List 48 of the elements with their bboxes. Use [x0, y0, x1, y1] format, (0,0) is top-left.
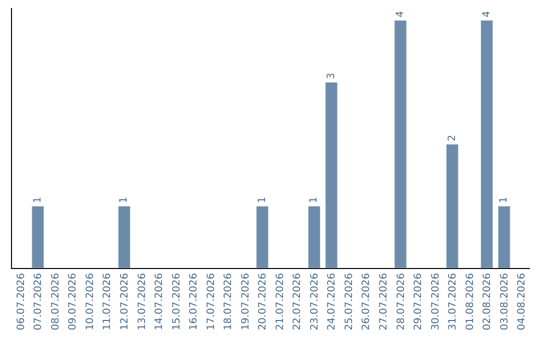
x-tick-label: 04.08.2026 [516, 273, 528, 330]
data-label: 1 [32, 196, 44, 204]
x-tick-label: 22.07.2026 [292, 273, 304, 330]
x-tick-label: 20.07.2026 [258, 273, 269, 330]
bar [498, 206, 510, 268]
x-tick-label: 08.07.2026 [50, 273, 62, 330]
x-tick-label: 17.07.2026 [206, 273, 217, 330]
bar [394, 20, 407, 268]
bar [480, 20, 494, 268]
x-tick-label: 07.07.2026 [33, 273, 44, 330]
bar [446, 144, 459, 268]
x-tick-label: 28.07.2026 [396, 273, 407, 330]
x-tick-label: 27.07.2026 [378, 273, 390, 330]
x-tick-label: 19.07.2026 [240, 273, 252, 330]
x-tick-label: 24.07.2026 [326, 273, 338, 330]
bar [32, 206, 44, 268]
data-label: 1 [308, 196, 320, 204]
x-tick-label: 11.07.2026 [102, 273, 114, 330]
x-tick-label: 16.07.2026 [188, 273, 200, 330]
data-label: 1 [118, 196, 130, 204]
x-tick-label: 12.07.2026 [119, 273, 130, 330]
x-tick-label: 25.07.2026 [344, 273, 355, 330]
bar [118, 206, 131, 268]
x-tick-label: 18.07.2026 [223, 273, 234, 330]
x-tick-label: 06.07.2026 [16, 273, 27, 330]
bar [256, 206, 269, 268]
x-tick-label: 14.07.2026 [154, 273, 166, 330]
x-tick-label: 10.07.2026 [84, 273, 96, 330]
x-tick-label: 02.08.2026 [482, 273, 494, 330]
x-tick-label: 01.08.2026 [464, 273, 476, 330]
x-tick-label: 03.08.2026 [499, 273, 510, 330]
data-label: 4 [481, 11, 492, 18]
data-label: 1 [498, 196, 510, 204]
data-label: 2 [446, 134, 458, 142]
x-tick-label: 13.07.2026 [136, 273, 148, 330]
data-label: 1 [256, 196, 268, 204]
x-tick-label: 23.07.2026 [309, 273, 320, 330]
x-tick-label: 21.07.2026 [274, 273, 286, 330]
bar [325, 82, 338, 268]
x-tick-label: 26.07.2026 [361, 273, 372, 330]
x-tick-label: 09.07.2026 [68, 273, 79, 330]
x-tick-label: 30.07.2026 [430, 273, 442, 330]
x-tick-label: 15.07.2026 [171, 273, 182, 330]
bar [308, 206, 320, 268]
x-tick-label: 29.07.2026 [413, 273, 424, 330]
data-label: 3 [326, 72, 337, 80]
data-label: 4 [395, 11, 406, 18]
x-tick-label: 31.07.2026 [448, 273, 459, 330]
